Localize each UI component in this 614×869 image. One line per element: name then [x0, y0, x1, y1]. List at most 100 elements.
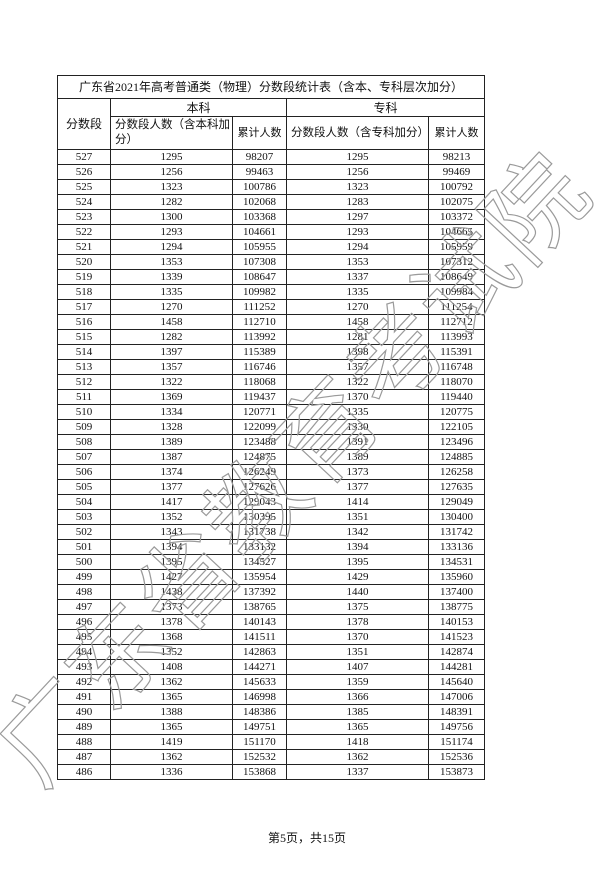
score: 518	[57, 284, 111, 300]
zhuanke-cum: 123496	[427, 434, 486, 450]
zhuanke-count: 1335	[286, 404, 429, 420]
benke-count: 1334	[110, 404, 233, 420]
benke-cum: 142863	[232, 644, 287, 660]
zhuanke-count: 1370	[286, 629, 429, 645]
zhuanke-cum: 120775	[427, 404, 486, 420]
benke-cum: 102068	[232, 194, 287, 210]
table-row: 523 1300 103368 1297 103372	[57, 209, 486, 225]
zhuanke-cum: 133136	[427, 539, 486, 555]
table-row: 494 1352 142863 1351 142874	[57, 644, 486, 660]
zhuanke-cum: 147006	[427, 689, 486, 705]
score: 526	[57, 164, 111, 180]
score: 491	[57, 689, 111, 705]
zhuanke-count: 1375	[286, 599, 429, 615]
table-row: 487 1362 152532 1362 152536	[57, 749, 486, 765]
zhuanke-cum: 102075	[427, 194, 486, 210]
zhuanke-cum: 115391	[427, 344, 486, 360]
table-row: 504 1417 129043 1414 129049	[57, 494, 486, 510]
zhuanke-count: 1330	[286, 419, 429, 435]
zhuanke-cum: 109984	[427, 284, 486, 300]
benke-count: 1293	[110, 224, 233, 240]
zhuanke-count: 1407	[286, 659, 429, 675]
zhuanke-count: 1323	[286, 179, 429, 195]
benke-count: 1387	[110, 449, 233, 465]
table-row: 491 1365 146998 1366 147006	[57, 689, 486, 705]
benke-count: 1270	[110, 299, 233, 315]
benke-cum: 130395	[232, 509, 287, 525]
table-row: 525 1323 100786 1323 100792	[57, 179, 486, 195]
benke-cum: 109982	[232, 284, 287, 300]
score: 500	[57, 554, 111, 570]
zhuanke-cum: 141523	[427, 629, 486, 645]
score: 512	[57, 374, 111, 390]
zhuanke-count: 1418	[286, 734, 429, 750]
score: 520	[57, 254, 111, 270]
zhuanke-cum: 140153	[427, 614, 486, 630]
table-row: 495 1368 141511 1370 141523	[57, 629, 486, 645]
benke-cum: 153868	[232, 764, 287, 780]
table-row: 526 1256 99463 1256 99469	[57, 164, 486, 180]
zhuanke-cum: 153873	[427, 764, 486, 780]
benke-count: 1362	[110, 749, 233, 765]
table-row: 498 1438 137392 1440 137400	[57, 584, 486, 600]
zhuanke-cum: 127635	[427, 479, 486, 495]
benke-cum: 100786	[232, 179, 287, 195]
benke-cum: 104661	[232, 224, 287, 240]
benke-cum: 138765	[232, 599, 287, 615]
score: 499	[57, 569, 111, 585]
zhuanke-cum: 122105	[427, 419, 486, 435]
benke-cum: 133132	[232, 539, 287, 555]
benke-cum: 137392	[232, 584, 287, 600]
zhuanke-cum: 134531	[427, 554, 486, 570]
zhuanke-count: 1351	[286, 509, 429, 525]
table-body: 527 1295 98207 1295 98213 526 1256 99463 1256 994…	[57, 149, 486, 780]
benke-cum: 148386	[232, 704, 287, 720]
benke-cum: 149751	[232, 719, 287, 735]
benke-cum: 124875	[232, 449, 287, 465]
zhuanke-cum: 144281	[427, 659, 486, 675]
benke-count: 1408	[110, 659, 233, 675]
score: 490	[57, 704, 111, 720]
benke-count: 1394	[110, 539, 233, 555]
benke-count: 1397	[110, 344, 233, 360]
zhuanke-cum: 118070	[427, 374, 486, 390]
benke-count: 1282	[110, 329, 233, 345]
benke-count: 1295	[110, 149, 233, 165]
benke-cum: 145633	[232, 674, 287, 690]
table-row: 501 1394 133132 1394 133136	[57, 539, 486, 555]
zhuanke-count: 1394	[286, 539, 429, 555]
score: 506	[57, 464, 111, 480]
benke-cum: 126249	[232, 464, 287, 480]
zhuanke-count: 1281	[286, 329, 429, 345]
table-row: 521 1294 105955 1294 105959	[57, 239, 486, 255]
benke-count: 1352	[110, 509, 233, 525]
benke-count: 1427	[110, 569, 233, 585]
table-row: 516 1458 112710 1458 112712	[57, 314, 486, 330]
benke-count: 1294	[110, 239, 233, 255]
table-row: 489 1365 149751 1365 149756	[57, 719, 486, 735]
score: 513	[57, 359, 111, 375]
zhuanke-cum: 126258	[427, 464, 486, 480]
table-row: 490 1388 148386 1385 148391	[57, 704, 486, 720]
benke-count: 1362	[110, 674, 233, 690]
score: 509	[57, 419, 111, 435]
score: 522	[57, 224, 111, 240]
zhuanke-count: 1429	[286, 569, 429, 585]
score: 488	[57, 734, 111, 750]
benke-count: 1339	[110, 269, 233, 285]
benke-cum: 129043	[232, 494, 287, 510]
zhuanke-count: 1378	[286, 614, 429, 630]
benke-count: 1336	[110, 764, 233, 780]
table-row: 488 1419 151170 1418 151174	[57, 734, 486, 750]
benke-count: 1377	[110, 479, 233, 495]
score: 505	[57, 479, 111, 495]
benke-cum: 151170	[232, 734, 287, 750]
benke-cum: 111252	[232, 299, 287, 315]
zhuanke-count: 1283	[286, 194, 429, 210]
zhuanke-count: 1335	[286, 284, 429, 300]
zhuanke-count: 1359	[286, 674, 429, 690]
score: 519	[57, 269, 111, 285]
zhuanke-count: 1293	[286, 224, 429, 240]
table-row: 503 1352 130395 1351 130400	[57, 509, 486, 525]
table-row: 518 1335 109982 1335 109984	[57, 284, 486, 300]
